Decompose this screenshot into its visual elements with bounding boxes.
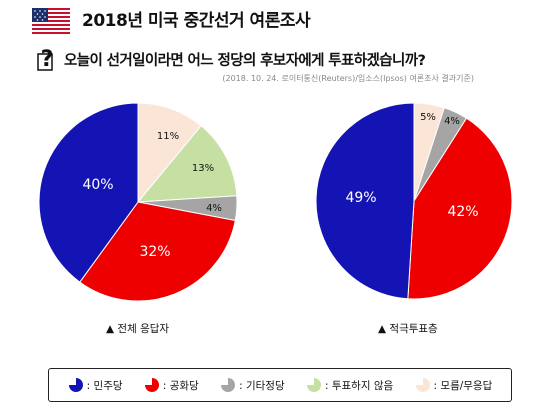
data-label-other-party: 4% [206, 203, 222, 214]
us-flag-icon [32, 8, 70, 34]
data-label-republican: 42% [447, 204, 478, 220]
legend-swatch-republican [144, 378, 159, 392]
legend-label: : 공화당 [162, 379, 199, 392]
legend-swatch-other-party [221, 378, 236, 392]
svg-text:?: ? [41, 47, 54, 72]
pie-slice-unknown [137, 102, 202, 204]
legend-label: : 투표하지 않음 [324, 379, 394, 392]
legend-item-democrat: : 민주당 [68, 377, 123, 393]
pie-slice-democrat [38, 102, 139, 283]
pie-chart-likely-voters: 49% 42% 4% 5% [315, 102, 513, 300]
data-label-democrat: 49% [345, 190, 376, 206]
pie-chart-all-respondents: 40% 32% 4% 13% 11% [38, 102, 238, 302]
page-title: 2018년 미국 중간선거 여론조사 [82, 11, 311, 31]
legend-swatch-unknown [415, 378, 430, 392]
data-label-unknown: 5% [420, 112, 436, 123]
pie-slice-republican [407, 117, 513, 300]
legend-item-unknown: : 모름/무응답 [415, 377, 493, 393]
pie-slice-democrat [315, 102, 415, 300]
legend-swatch-democrat [68, 378, 83, 392]
chart-caption-all-respondents: ▲ 전체 응답자 [106, 323, 170, 335]
chart-caption-likely-voters: ▲ 적극투표층 [378, 323, 438, 335]
source-note: (2018. 10. 24. 로이터통신(Reuters)/입소스(Ipsos)… [222, 74, 474, 83]
data-label-unknown: 11% [157, 131, 179, 142]
survey-question: 오늘이 선거일이라면 어느 정당의 후보자에게 투표하겠습니까? [64, 53, 426, 69]
pie-slice-republican [79, 201, 236, 302]
legend-label: : 모름/무응답 [433, 379, 493, 392]
data-label-no-vote: 13% [192, 163, 214, 174]
legend: : 민주당 : 공화당 : 기타정당 : 투표하지 않음 : 모름/무응답 [48, 368, 512, 402]
data-label-republican: 32% [139, 244, 170, 260]
legend-label: : 기타정당 [239, 379, 285, 392]
question-mark-icon: ? [37, 47, 54, 72]
legend-label: : 민주당 [86, 379, 123, 392]
data-label-other-party: 4% [444, 116, 460, 127]
data-label-democrat: 40% [82, 177, 113, 193]
legend-item-republican: : 공화당 [144, 377, 199, 393]
pie-slice-no-vote [136, 125, 238, 203]
legend-item-other-party: : 기타정당 [220, 377, 285, 393]
legend-swatch-no-vote [306, 378, 321, 392]
legend-item-no-vote: : 투표하지 않음 [306, 377, 393, 393]
